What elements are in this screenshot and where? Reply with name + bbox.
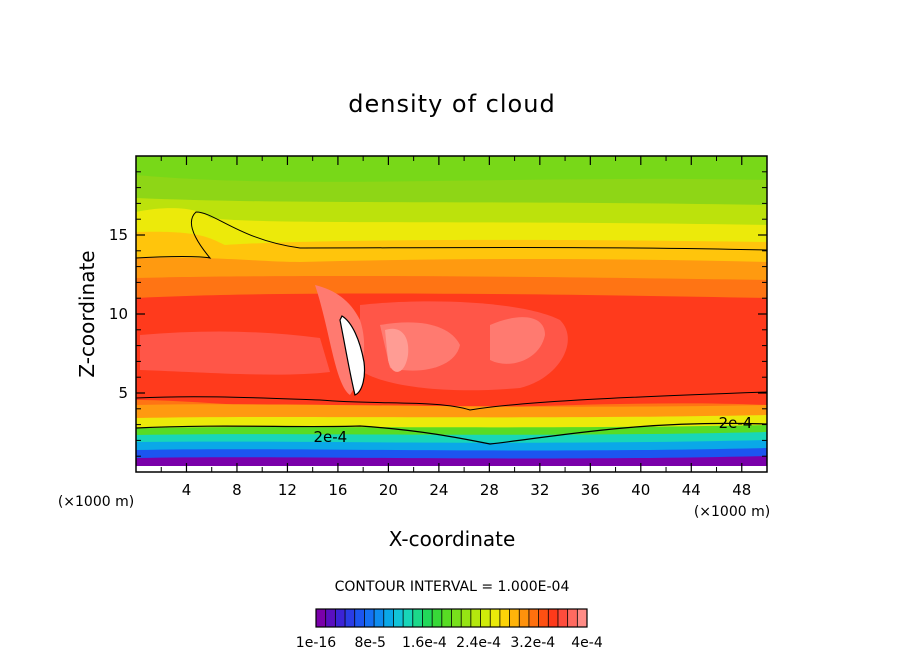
colorbar-swatch — [528, 609, 540, 627]
colorbar-tick-label: 3.2e-4 — [510, 635, 555, 651]
colorbar-swatch — [432, 609, 443, 627]
colorbar-swatch — [461, 609, 472, 627]
x-tick-label: 32 — [530, 481, 549, 499]
colorbar-swatch — [364, 609, 375, 627]
x-tick-label: 36 — [581, 481, 600, 499]
colorbar-swatch — [441, 609, 452, 627]
y-ticks: 5 10 15 — [109, 171, 767, 457]
colorbar-swatch — [422, 609, 433, 627]
field-pink-3 — [490, 317, 545, 364]
colorbar-swatch — [499, 609, 510, 627]
colorbar-swatch — [403, 609, 414, 627]
colorbar-swatch — [345, 609, 356, 627]
colorbar-swatch — [325, 609, 336, 627]
colorbar-frame — [315, 608, 588, 628]
field-white-cell — [339, 315, 366, 396]
colorbar-swatch — [548, 609, 559, 627]
contour-interval: CONTOUR INTERVAL = 1.000E-04 — [335, 579, 570, 595]
colorbar-swatch — [490, 609, 501, 627]
colorbar-tick-label: 2.4e-4 — [456, 635, 501, 651]
colorbar-swatch — [480, 609, 491, 627]
x-tick-label: 12 — [278, 481, 297, 499]
x-tick-label: 24 — [429, 481, 448, 499]
contour-label: 2e-4 — [313, 428, 347, 446]
colorbar-tick-label: 1e-16 — [296, 635, 336, 651]
x-tick-label: 48 — [732, 481, 751, 499]
x-tick-label: 44 — [682, 481, 701, 499]
contour-label: 2e-4 — [719, 414, 753, 432]
colorbar-swatch — [393, 609, 404, 627]
x-tick-label: 8 — [232, 481, 242, 499]
colorbar-swatch — [316, 609, 327, 627]
colorbar-swatch — [577, 609, 588, 627]
contour-line-2e-4 — [136, 422, 767, 445]
x-unit-note-left: (×1000 m) — [58, 494, 134, 510]
colorbar-swatch — [383, 609, 394, 627]
colorbar — [315, 608, 588, 628]
colorbar-swatch — [354, 609, 365, 627]
colorbar-tick-label: 4e-4 — [571, 635, 603, 651]
colorbar-swatch — [470, 609, 481, 627]
x-ticks: 4 8 12 16 20 24 28 32 36 40 44 48 — [160, 156, 751, 499]
x-tick-label: 40 — [631, 481, 650, 499]
z-tick-label: 5 — [118, 384, 128, 402]
colorbar-swatch — [451, 609, 462, 627]
x-tick-label: 20 — [379, 481, 398, 499]
y-axis-label: Z-coordinate — [75, 250, 99, 377]
colorbar-swatch — [567, 609, 578, 627]
z-tick-label: 10 — [109, 305, 128, 323]
x-axis-label: X-coordinate — [389, 527, 516, 551]
colorbar-tick-label: 8e-5 — [354, 635, 385, 651]
field-light-pink — [385, 328, 409, 372]
plot-area — [136, 156, 767, 472]
x-tick-label: 16 — [328, 481, 347, 499]
field-core-light-red — [140, 331, 330, 375]
colorbar-swatch — [538, 609, 549, 627]
x-tick-label: 28 — [480, 481, 499, 499]
z-tick-label: 15 — [109, 226, 128, 244]
contour-labels: 2e-4 2e-4 — [313, 414, 752, 446]
colorbar-swatch — [335, 609, 346, 627]
colorbar-swatch — [509, 609, 520, 627]
field-ground-gap — [136, 466, 767, 472]
contour-line-upper — [136, 211, 767, 259]
x-tick-label: 4 — [182, 481, 192, 499]
colorbar-swatch — [557, 609, 569, 627]
colorbar-swatch — [519, 609, 530, 627]
chart-title: density of cloud — [348, 90, 555, 118]
colorbar-tick-label: 1.6e-4 — [402, 635, 447, 651]
contour-line-lower — [136, 391, 767, 411]
colorbar-swatch — [412, 609, 423, 627]
colorbar-swatch — [374, 609, 385, 627]
x-unit-note-right: (×1000 m) — [694, 504, 770, 520]
colorbar-labels: 1e-16 8e-5 1.6e-4 2.4e-4 3.2e-4 4e-4 — [296, 635, 603, 651]
